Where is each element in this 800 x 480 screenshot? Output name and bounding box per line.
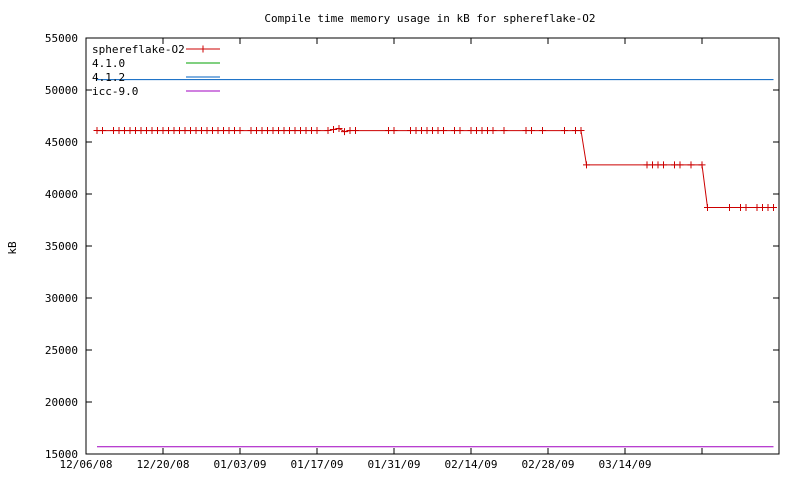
y-tick-label: 40000: [45, 188, 78, 201]
y-tick-label: 50000: [45, 84, 78, 97]
y-axis-label: kB: [6, 241, 19, 255]
x-tick-label: 01/17/09: [291, 458, 344, 471]
series-point: [335, 124, 343, 132]
legend-label: 4.1.2: [92, 71, 125, 84]
series-point: [726, 204, 733, 212]
series-point: [577, 127, 585, 135]
series-point: [539, 127, 546, 135]
legend-marker: [199, 45, 207, 53]
series-point: [324, 127, 332, 135]
series-point: [687, 161, 695, 169]
y-tick-label: 20000: [45, 396, 78, 409]
series-point: [528, 127, 535, 135]
series-point: [660, 161, 667, 169]
legend-label: sphereflake-O2: [92, 43, 185, 56]
series-point: [352, 127, 359, 135]
x-tick-label: 12/06/08: [60, 458, 113, 471]
series-point: [341, 128, 348, 136]
y-tick-label: 55000: [45, 32, 78, 45]
series-point: [698, 161, 706, 169]
series-point: [704, 204, 711, 212]
series-point: [456, 127, 464, 135]
series-point: [390, 127, 398, 135]
series-layer: [93, 79, 777, 448]
series-point: [583, 161, 590, 169]
series-point: [440, 127, 447, 135]
series-point: [561, 127, 568, 135]
x-tick-label: 01/03/09: [214, 458, 267, 471]
x-tick-label: 02/14/09: [445, 458, 498, 471]
x-tick-label: 03/14/09: [599, 458, 652, 471]
series-point: [489, 127, 497, 135]
series-point: [676, 161, 684, 169]
x-tick-label: 02/28/09: [522, 458, 575, 471]
chart-title: Compile time memory usage in kB for sphe…: [264, 12, 595, 25]
y-tick-label: 25000: [45, 344, 78, 357]
series-point: [99, 127, 106, 135]
y-axis-ticks: 15000 20000 25000 30000 35000 40000 45000 50000…: [45, 32, 779, 461]
y-tick-label: 30000: [45, 292, 78, 305]
series-point: [770, 204, 777, 212]
series-point: [236, 127, 244, 135]
y-tick-label: 35000: [45, 240, 78, 253]
series-line-0: [97, 127, 774, 208]
series-point: [742, 204, 750, 212]
series-point: [330, 126, 337, 134]
x-axis-ticks: 12/06/08 12/20/08 01/03/09 01/17/09 01/31/09…: [60, 38, 780, 471]
plot-frame: [85, 37, 780, 455]
legend-label: icc-9.0: [92, 85, 138, 98]
x-tick-label: 01/31/09: [368, 458, 421, 471]
x-tick-label: 12/20/08: [137, 458, 190, 471]
series-point: [313, 127, 321, 135]
legend-label: 4.1.0: [92, 57, 125, 70]
series-point: [500, 127, 508, 135]
y-tick-label: 45000: [45, 136, 78, 149]
y-tick-label: 15000: [45, 448, 78, 461]
